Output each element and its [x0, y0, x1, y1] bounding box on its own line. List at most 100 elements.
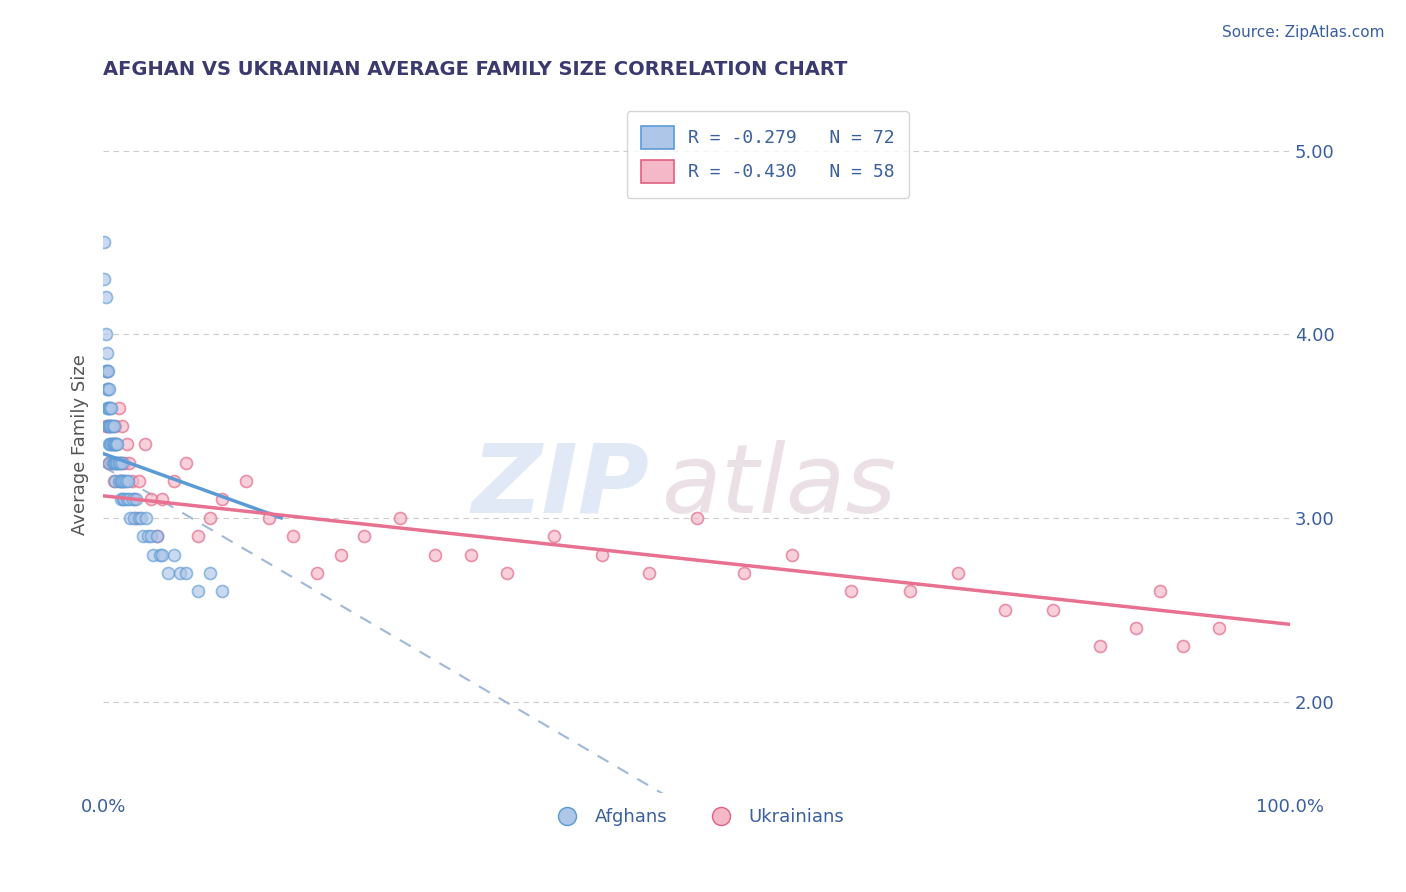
Point	[994, 603, 1017, 617]
Text: ZIP: ZIP	[471, 440, 650, 533]
Point	[98, 401, 121, 415]
Point	[107, 474, 129, 488]
Point	[97, 419, 120, 434]
Point	[112, 492, 135, 507]
Point	[353, 529, 375, 543]
Point	[105, 456, 128, 470]
Point	[235, 474, 257, 488]
Point	[98, 419, 121, 434]
Point	[105, 456, 128, 470]
Point	[305, 566, 328, 580]
Point	[96, 345, 118, 359]
Point	[388, 511, 411, 525]
Point	[125, 492, 148, 507]
Point	[103, 437, 125, 451]
Point	[98, 456, 121, 470]
Point	[104, 419, 127, 434]
Point	[425, 548, 447, 562]
Point	[112, 474, 135, 488]
Point	[110, 456, 132, 470]
Point	[98, 456, 121, 470]
Point	[101, 456, 124, 470]
Point	[134, 437, 156, 451]
Point	[93, 235, 115, 250]
Point	[97, 401, 120, 415]
Point	[128, 511, 150, 525]
Point	[114, 474, 136, 488]
Point	[94, 419, 117, 434]
Point	[101, 419, 124, 434]
Point	[174, 456, 197, 470]
Point	[98, 437, 121, 451]
Point	[780, 548, 803, 562]
Point	[107, 401, 129, 415]
Point	[174, 566, 197, 580]
Point	[96, 382, 118, 396]
Point	[211, 584, 233, 599]
Point	[105, 456, 128, 470]
Point	[460, 548, 482, 562]
Point	[114, 492, 136, 507]
Point	[108, 456, 131, 470]
Point	[187, 529, 209, 543]
Point	[132, 529, 155, 543]
Point	[638, 566, 661, 580]
Point	[111, 474, 134, 488]
Point	[111, 456, 134, 470]
Point	[591, 548, 613, 562]
Point	[97, 382, 120, 396]
Point	[152, 492, 174, 507]
Point	[98, 437, 121, 451]
Point	[93, 272, 115, 286]
Point	[120, 511, 142, 525]
Point	[145, 529, 167, 543]
Point	[118, 456, 141, 470]
Text: AFGHAN VS UKRAINIAN AVERAGE FAMILY SIZE CORRELATION CHART: AFGHAN VS UKRAINIAN AVERAGE FAMILY SIZE …	[103, 60, 848, 78]
Point	[1042, 603, 1064, 617]
Point	[110, 474, 132, 488]
Point	[110, 492, 132, 507]
Point	[145, 529, 167, 543]
Point	[104, 456, 127, 470]
Point	[114, 456, 136, 470]
Legend: Afghans, Ukrainians: Afghans, Ukrainians	[543, 801, 851, 833]
Point	[105, 437, 128, 451]
Point	[495, 566, 517, 580]
Point	[96, 401, 118, 415]
Point	[101, 437, 124, 451]
Point	[142, 548, 165, 562]
Point	[685, 511, 707, 525]
Point	[104, 474, 127, 488]
Point	[128, 474, 150, 488]
Point	[163, 474, 186, 488]
Point	[100, 437, 122, 451]
Point	[136, 529, 159, 543]
Point	[149, 548, 172, 562]
Point	[107, 456, 129, 470]
Point	[152, 548, 174, 562]
Point	[111, 419, 134, 434]
Point	[1090, 640, 1112, 654]
Point	[1149, 584, 1171, 599]
Point	[211, 492, 233, 507]
Point	[118, 492, 141, 507]
Point	[98, 419, 121, 434]
Text: Source: ZipAtlas.com: Source: ZipAtlas.com	[1222, 25, 1385, 40]
Point	[104, 437, 127, 451]
Point	[100, 456, 122, 470]
Y-axis label: Average Family Size: Average Family Size	[72, 354, 89, 535]
Point	[96, 364, 118, 378]
Point	[898, 584, 921, 599]
Point	[115, 437, 138, 451]
Point	[281, 529, 304, 543]
Point	[103, 456, 125, 470]
Point	[98, 401, 121, 415]
Point	[115, 492, 138, 507]
Point	[1173, 640, 1195, 654]
Point	[117, 474, 139, 488]
Point	[121, 492, 143, 507]
Point	[103, 419, 125, 434]
Point	[946, 566, 969, 580]
Point	[98, 382, 121, 396]
Text: atlas: atlas	[661, 440, 896, 533]
